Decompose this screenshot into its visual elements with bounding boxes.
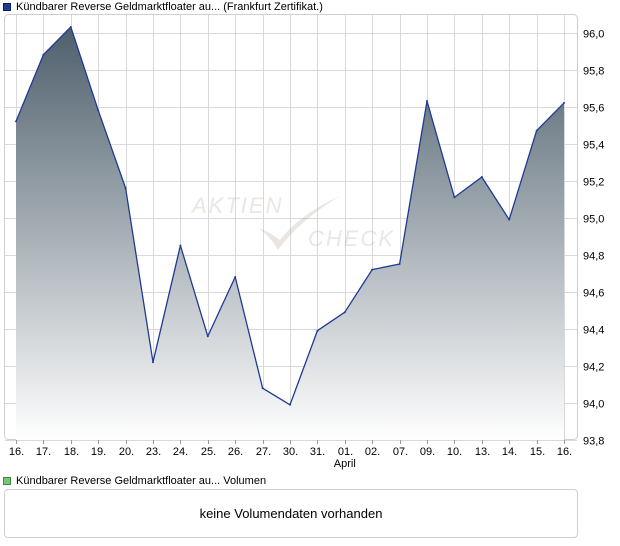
price-point [535,129,538,132]
price-point [508,218,511,221]
price-legend: Kündbarer Reverse Geldmarktfloater au...… [3,0,323,14]
price-point [179,244,182,247]
price-point [152,361,154,364]
price-point [343,311,346,314]
x-tick-label: 16. [557,446,572,458]
y-tick-label: 95,2 [583,177,604,189]
y-tick-label: 94,0 [583,399,604,411]
price-point [563,101,565,104]
x-tick-label: 17. [36,446,51,458]
x-tick-label: 18. [64,446,79,458]
y-tick-label: 96,0 [583,29,604,41]
y-tick-label: 94,6 [583,288,604,300]
y-tick-label: 95,4 [583,140,604,152]
price-point [42,53,45,56]
price-legend-label: Kündbarer Reverse Geldmarktfloater au...… [16,1,323,13]
x-tick-label: 16. [9,446,24,458]
volume-panel: keine Volumendaten vorhanden [4,489,578,538]
watermark-logo: AKTIEN CHECK [190,193,395,251]
month-label: April [334,458,356,470]
x-tick-label: 01. [338,446,353,458]
x-tick-label: 31. [310,446,325,458]
y-tick-label: 94,2 [583,362,604,374]
x-tick-label: 20. [119,446,134,458]
volume-legend-swatch [3,477,11,485]
y-tick-label: 95,6 [583,103,604,115]
price-point [371,268,374,271]
volume-legend: Kündbarer Reverse Geldmarktfloater au...… [3,474,266,488]
x-tick-label: 13. [475,446,490,458]
price-chart: 96,0 95,8 95,6 95,4 95,2 95,0 94,8 94,6 94,4 94,2… [4,14,604,470]
price-point [97,109,100,112]
x-tick-label: 07. [393,446,408,458]
price-point [426,100,428,103]
x-tick-label: 30. [283,446,298,458]
price-point [453,196,456,199]
watermark-text-aktien: AKTIEN [190,193,283,218]
y-tick-label: 94,8 [583,251,604,263]
price-point [124,187,127,190]
y-tick-label: 94,4 [583,325,604,337]
price-point [398,263,401,266]
volume-legend-label: Kündbarer Reverse Geldmarktfloater au...… [16,475,267,487]
price-point [289,403,291,406]
y-tick-label: 95,0 [583,214,604,226]
x-tick-label: 27. [256,446,271,458]
price-point [261,387,264,390]
y-tick-label: 93,8 [583,436,604,448]
price-area [16,26,564,440]
price-point [234,276,237,279]
x-tick-label: 24. [173,446,188,458]
price-point [316,329,319,332]
price-point [69,25,72,28]
x-tick-label: 14. [502,446,517,458]
watermark-checkmark-icon [258,196,340,250]
x-tick-label: 25. [201,446,216,458]
price-point [15,120,17,123]
x-tick-label: 26. [228,446,243,458]
y-tick-label: 95,8 [583,66,604,78]
price-point [480,175,483,178]
x-tick-label: 19. [91,446,106,458]
x-tick-label: 15. [530,446,545,458]
price-legend-swatch [3,3,11,11]
x-tick-label: 23. [146,446,161,458]
watermark-text-check: CHECK [308,226,395,251]
x-tick-label: 09. [420,446,435,458]
price-point [206,335,209,338]
x-tick-label: 02. [365,446,380,458]
volume-empty-message: keine Volumendaten vorhanden [199,506,383,521]
x-tick-label: 10. [447,446,462,458]
